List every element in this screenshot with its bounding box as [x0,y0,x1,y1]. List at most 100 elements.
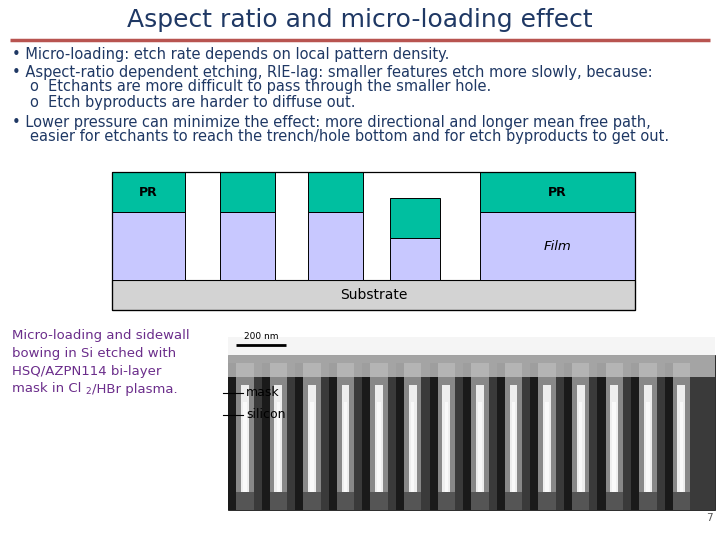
Text: HSQ/AZPN114 bi-layer: HSQ/AZPN114 bi-layer [12,364,161,377]
Text: Substrate: Substrate [340,288,408,302]
Bar [463,363,471,510]
Bar [270,492,287,510]
Bar [564,363,572,510]
Text: • Lower pressure can minimize the effect: more directional and longer mean free : • Lower pressure can minimize the effect… [12,114,651,130]
Bar [303,492,320,510]
Bar [112,172,635,310]
Bar [112,280,635,310]
Bar [228,363,236,510]
Bar [308,212,363,280]
Bar [303,363,320,510]
Bar [680,402,683,505]
Bar [672,492,690,510]
Bar [220,172,275,212]
Bar [308,385,316,510]
Text: mask: mask [246,387,279,400]
Text: PR: PR [548,186,567,199]
Bar [112,172,185,212]
Bar [308,172,363,212]
Bar [476,385,484,510]
Bar [228,355,715,510]
Bar [646,402,649,505]
Bar [598,363,606,510]
Bar [261,363,270,510]
Bar [337,363,354,510]
Bar [276,402,280,505]
Bar [678,385,685,510]
Bar [606,492,623,510]
Text: • Aspect-ratio dependent etching, RIE-lag: smaller features etch more slowly, be: • Aspect-ratio dependent etching, RIE-la… [12,64,652,79]
Bar [228,355,715,377]
Bar [530,363,539,510]
Bar [404,363,421,510]
Bar [404,492,421,510]
Bar [310,402,314,505]
Bar [430,363,438,510]
Text: 2: 2 [85,387,91,396]
Text: Aspect ratio and micro-loading effect: Aspect ratio and micro-loading effect [127,8,593,32]
Bar [478,402,482,505]
Bar [236,492,253,510]
Bar [444,402,448,505]
Text: bowing in Si etched with: bowing in Si etched with [12,347,176,360]
Bar [341,385,349,510]
Bar [471,363,489,510]
Text: o  Etchants are more difficult to pass through the smaller hole.: o Etchants are more difficult to pass th… [30,79,491,94]
Bar [112,212,185,280]
Bar [241,385,248,510]
Text: • Micro-loading: etch rate depends on local pattern density.: • Micro-loading: etch rate depends on lo… [12,48,449,63]
Bar [438,363,455,510]
Bar [442,385,450,510]
Bar [337,492,354,510]
Bar [505,363,522,510]
Bar [613,402,616,505]
Bar [631,363,639,510]
Bar [243,402,246,505]
Text: PR: PR [139,186,158,199]
Text: silicon: silicon [246,408,286,422]
Bar [644,385,652,510]
Bar [543,385,551,510]
Bar [370,492,388,510]
Bar [606,363,623,510]
Text: o  Etch byproducts are harder to diffuse out.: o Etch byproducts are harder to diffuse … [30,94,356,110]
Bar [270,363,287,510]
Bar [409,385,417,510]
Bar [510,385,518,510]
Bar [411,402,415,505]
Bar [639,363,657,510]
Bar [539,363,556,510]
Text: mask in Cl: mask in Cl [12,382,81,395]
Bar [639,492,657,510]
Bar [362,363,370,510]
Bar [480,172,635,212]
Bar [236,363,253,510]
Bar [512,402,516,505]
Bar [390,238,440,280]
Bar [665,363,672,510]
Bar [438,492,455,510]
Bar [577,385,585,510]
Text: Film: Film [544,240,572,253]
Bar [545,402,549,505]
Bar [295,363,303,510]
Bar [377,402,381,505]
Bar [539,492,556,510]
Bar [497,363,505,510]
Bar [611,385,618,510]
Text: Micro-loading and sidewall: Micro-loading and sidewall [12,328,189,341]
Text: easier for etchants to reach the trench/hole bottom and for etch byproducts to g: easier for etchants to reach the trench/… [30,130,669,145]
Text: 7: 7 [706,513,713,523]
Bar [220,212,275,280]
Bar [228,337,715,355]
Bar [274,385,282,510]
Bar [370,363,388,510]
Bar [329,363,337,510]
Text: 200 nm: 200 nm [244,332,278,341]
Bar [505,492,522,510]
Bar [471,492,489,510]
Bar [572,492,590,510]
Bar [375,385,383,510]
Bar [480,212,635,280]
Text: /HBr plasma.: /HBr plasma. [92,382,178,395]
